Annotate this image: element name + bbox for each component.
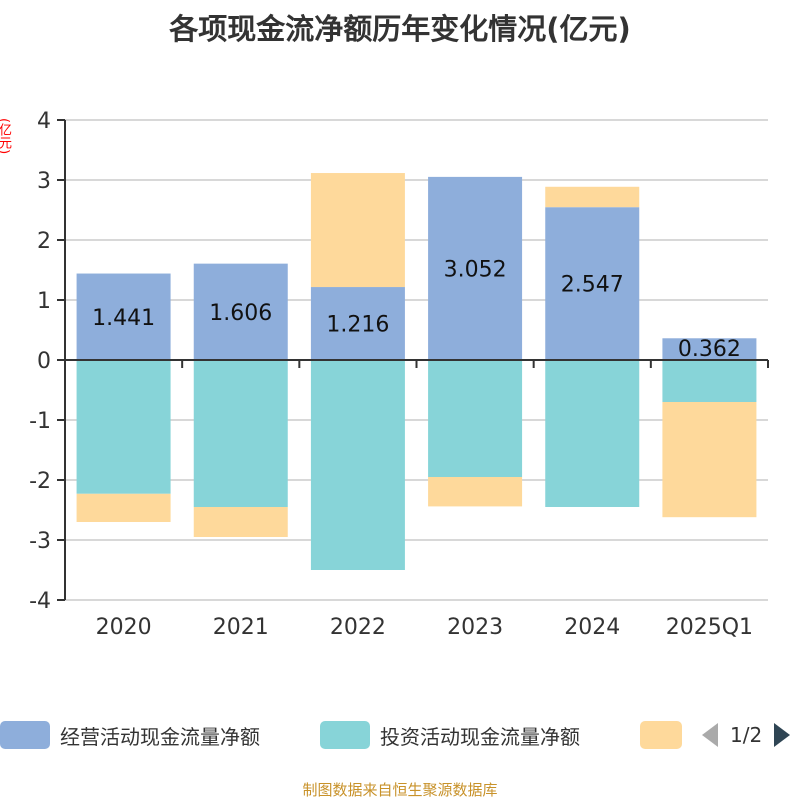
bar-segment-investing (428, 360, 523, 477)
bar-segment-financing (662, 402, 757, 518)
y-tick-label: -1 (29, 409, 51, 434)
x-tick-label: 2022 (330, 615, 386, 640)
y-tick-label: 2 (37, 229, 51, 254)
legend-swatch (0, 721, 50, 749)
y-tick-label: 3 (37, 169, 51, 194)
y-tick-label: -4 (29, 589, 51, 614)
x-tick-label: 2021 (213, 615, 269, 640)
data-label: 2.547 (561, 273, 624, 298)
data-label: 1.441 (92, 306, 155, 331)
y-axis-unit: (亿元) (0, 118, 11, 155)
bar-segment-operating (76, 273, 171, 360)
legend-page-indicator: 1/2 (730, 723, 763, 747)
y-tick-label: 1 (37, 289, 51, 314)
x-tick-label: 2020 (96, 615, 152, 640)
chart-title: 各项现金流净额历年变化情况(亿元) (169, 12, 631, 46)
bar-segment-operating (545, 207, 640, 360)
bar-segment-operating (193, 263, 288, 360)
data-label: 1.216 (326, 313, 389, 338)
legend-item-operating[interactable]: 经营活动现金流量净额 (0, 718, 260, 752)
legend-next-page-icon[interactable] (774, 723, 791, 747)
bar-segment-operating (428, 176, 523, 360)
bar-segment-investing (76, 360, 171, 494)
bar-segment-investing (310, 360, 405, 570)
legend: 经营活动现金流量净额 投资活动现金流量净额 1/2 (0, 718, 800, 752)
y-tick-label: -3 (29, 529, 51, 554)
data-label: 1.606 (209, 301, 272, 326)
data-label: 0.362 (678, 337, 741, 362)
bar-segment-financing (428, 477, 523, 507)
legend-item-investing[interactable]: 投资活动现金流量净额 (320, 718, 580, 752)
bar-segment-financing (76, 493, 171, 522)
y-tick-label: 0 (37, 349, 51, 374)
x-tick-label: 2024 (564, 615, 620, 640)
bar-segment-investing (545, 360, 640, 507)
data-source-note: 制图数据来自恒生聚源数据库 (302, 781, 498, 799)
data-label: 3.052 (444, 257, 507, 282)
bar-chart: 4 3 2 1 0 -1 -2 -3 -4 1.441 2020 1.606 2021 1.216 2022… (29, 109, 769, 640)
legend-swatch (640, 721, 682, 749)
bar-segment-investing (662, 360, 757, 402)
bar-segment-operating (310, 287, 405, 360)
legend-swatch (320, 721, 370, 749)
bar-segment-operating (662, 338, 757, 360)
legend-label: 投资活动现金流量净额 (380, 724, 580, 749)
bar-segment-investing (193, 360, 288, 507)
bar-segment-financing (545, 186, 640, 208)
x-tick-label: 2025Q1 (666, 615, 753, 640)
y-tick-label: 4 (37, 109, 51, 134)
legend-prev-page-icon[interactable] (702, 723, 718, 747)
y-tick-label: -2 (29, 469, 51, 494)
legend-label: 经营活动现金流量净额 (60, 724, 260, 749)
x-tick-label: 2023 (447, 615, 503, 640)
legend-pager: 1/2 (702, 718, 791, 752)
bar-segment-financing (310, 173, 405, 288)
bar-segment-financing (193, 507, 288, 537)
legend-item-financing[interactable] (640, 718, 692, 752)
